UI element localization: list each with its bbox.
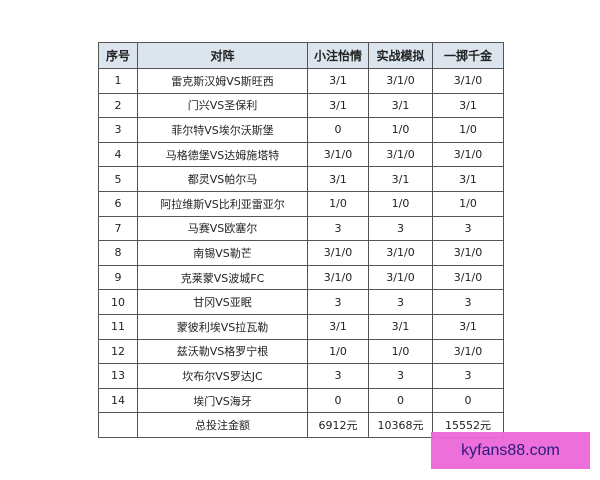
column-header: 序号: [98, 42, 138, 69]
table-cell: 甘冈VS亚眠: [137, 289, 308, 315]
table-header: 序号 对阵 小注怡情 实战模拟 一掷千金: [98, 42, 504, 69]
table-cell: 3: [307, 363, 369, 389]
table-cell: 0: [368, 387, 433, 414]
table-cell: 0: [307, 117, 369, 143]
table-cell: 3/1/0: [432, 141, 504, 168]
table-row: 3 菲尔特VS埃尔沃斯堡 0 1/0 1/0: [98, 117, 504, 143]
table-cell: 菲尔特VS埃尔沃斯堡: [137, 117, 308, 143]
table-row: 4 马格德堡VS达姆施塔特 3/1/0 3/1/0 3/1/0: [98, 141, 504, 168]
table-cell: 3/1/0: [368, 240, 433, 266]
table-cell: 3/1: [307, 92, 369, 119]
table-cell: 1: [98, 68, 138, 94]
table-cell: 1/0: [368, 338, 433, 365]
table-cell: 2: [98, 92, 138, 119]
table-cell: 3: [98, 117, 138, 143]
table-cell: 坎布尔VS罗达JC: [137, 363, 308, 389]
table-cell: 11: [98, 313, 138, 340]
table-cell: 3/1/0: [368, 141, 433, 168]
table-cell: 0: [307, 387, 369, 414]
table-row: 5 都灵VS帕尔马 3/1 3/1 3/1: [98, 166, 504, 192]
table-cell: 3: [432, 289, 504, 315]
table-cell: 3: [307, 215, 369, 242]
table-cell: 3/1/0: [307, 264, 369, 291]
table-cell: 7: [98, 215, 138, 242]
table-cell: 3/1: [432, 313, 504, 340]
table-cell: 3/1/0: [432, 68, 504, 94]
table-row: 8 南锡VS勒芒 3/1/0 3/1/0 3/1/0: [98, 240, 504, 266]
table-cell: 都灵VS帕尔马: [137, 166, 308, 192]
table-cell: 3/1/0: [432, 264, 504, 291]
table-row: 13 坎布尔VS罗达JC 3 3 3: [98, 363, 504, 389]
table-cell: 13: [98, 363, 138, 389]
table-cell: 3: [368, 363, 433, 389]
column-header: 小注怡情: [307, 42, 369, 69]
table-cell: 3/1: [368, 92, 433, 119]
table-cell: 1/0: [368, 117, 433, 143]
table-cell: 3: [307, 289, 369, 315]
table-cell: 3/1: [368, 166, 433, 192]
table-cell: 埃门VS海牙: [137, 387, 308, 414]
table-cell: 10368元: [368, 412, 433, 438]
table-cell: 3/1/0: [432, 338, 504, 365]
table-row: 10 甘冈VS亚眠 3 3 3: [98, 289, 504, 315]
table-cell: 马赛VS欧塞尔: [137, 215, 308, 242]
column-header: 一掷千金: [432, 42, 504, 69]
table-cell: 3: [432, 363, 504, 389]
table-row: 9 克莱蒙VS波城FC 3/1/0 3/1/0 3/1/0: [98, 264, 504, 291]
table-cell: 3: [432, 215, 504, 242]
table-row: 14 埃门VS海牙 0 0 0: [98, 387, 504, 414]
table-cell: 5: [98, 166, 138, 192]
column-header: 实战模拟: [368, 42, 433, 69]
table-cell: 3: [368, 215, 433, 242]
table-cell: 3/1/0: [307, 240, 369, 266]
table-cell: 6912元: [307, 412, 369, 438]
table-cell: 1/0: [368, 190, 433, 217]
table-cell: 3/1: [368, 313, 433, 340]
table-cell: 3/1: [432, 92, 504, 119]
table-cell: 10: [98, 289, 138, 315]
table-cell: 0: [432, 387, 504, 414]
table-cell: 雷克斯汉姆VS斯旺西: [137, 68, 308, 94]
table-cell: 1/0: [432, 117, 504, 143]
table-cell: 兹沃勒VS格罗宁根: [137, 338, 308, 365]
table-cell: 3: [368, 289, 433, 315]
table-cell: 1/0: [307, 338, 369, 365]
column-header: 对阵: [137, 42, 308, 69]
table-cell: 蒙彼利埃VS拉瓦勒: [137, 313, 308, 340]
table-cell: 总投注金额: [137, 412, 308, 438]
table-cell: 4: [98, 141, 138, 168]
table-cell: 3/1: [307, 313, 369, 340]
table-cell: 9: [98, 264, 138, 291]
table-row: 12 兹沃勒VS格罗宁根 1/0 1/0 3/1/0: [98, 338, 504, 365]
table-row: 7 马赛VS欧塞尔 3 3 3: [98, 215, 504, 242]
table-cell: 南锡VS勒芒: [137, 240, 308, 266]
betting-table: 序号 对阵 小注怡情 实战模拟 一掷千金 1 雷克斯汉姆VS斯旺西 3/1 3/1/0 3/1/…: [98, 42, 504, 438]
table-cell: 6: [98, 190, 138, 217]
table-cell: 马格德堡VS达姆施塔特: [137, 141, 308, 168]
table-cell: 14: [98, 387, 138, 414]
table-cell: 3/1: [307, 68, 369, 94]
table-row: 11 蒙彼利埃VS拉瓦勒 3/1 3/1 3/1: [98, 313, 504, 340]
table-row: 1 雷克斯汉姆VS斯旺西 3/1 3/1/0 3/1/0: [98, 68, 504, 94]
table-cell: 3/1/0: [432, 240, 504, 266]
table-row: 2 门兴VS圣保利 3/1 3/1 3/1: [98, 92, 504, 119]
table-cell: 1/0: [307, 190, 369, 217]
table-cell: 3/1: [432, 166, 504, 192]
table-cell: 12: [98, 338, 138, 365]
table-cell: 克莱蒙VS波城FC: [137, 264, 308, 291]
watermark: kyfans88.com: [431, 432, 590, 469]
table-cell: 门兴VS圣保利: [137, 92, 308, 119]
table-cell: 3/1/0: [368, 68, 433, 94]
table-cell: 8: [98, 240, 138, 266]
table-cell: 1/0: [432, 190, 504, 217]
table-cell: [98, 412, 138, 438]
table-cell: 3/1: [307, 166, 369, 192]
table-cell: 3/1/0: [307, 141, 369, 168]
table-cell: 3/1/0: [368, 264, 433, 291]
table-cell: 阿拉维斯VS比利亚雷亚尔: [137, 190, 308, 217]
table-row: 6 阿拉维斯VS比利亚雷亚尔 1/0 1/0 1/0: [98, 190, 504, 217]
